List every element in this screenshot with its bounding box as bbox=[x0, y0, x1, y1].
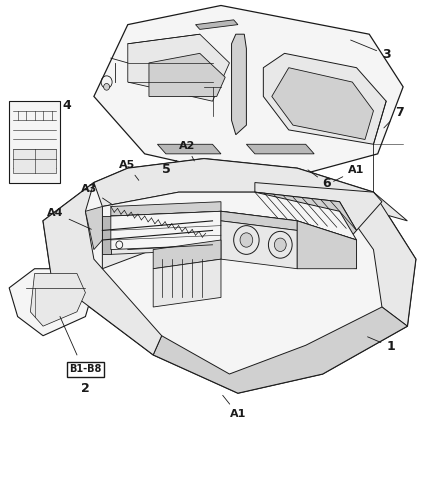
Polygon shape bbox=[43, 158, 416, 393]
Polygon shape bbox=[30, 274, 85, 326]
Text: 3: 3 bbox=[351, 40, 391, 61]
Polygon shape bbox=[111, 202, 221, 216]
Polygon shape bbox=[153, 307, 407, 393]
Text: A3: A3 bbox=[81, 184, 113, 205]
Polygon shape bbox=[196, 20, 238, 29]
Polygon shape bbox=[14, 149, 56, 173]
Polygon shape bbox=[94, 5, 403, 182]
Polygon shape bbox=[111, 211, 221, 250]
Circle shape bbox=[234, 226, 259, 254]
Polygon shape bbox=[111, 211, 221, 254]
Circle shape bbox=[269, 231, 292, 258]
Polygon shape bbox=[246, 144, 314, 154]
Text: 4: 4 bbox=[62, 99, 71, 112]
Text: 2: 2 bbox=[81, 382, 90, 395]
Polygon shape bbox=[128, 34, 230, 101]
Polygon shape bbox=[232, 34, 246, 135]
Polygon shape bbox=[297, 221, 357, 269]
Text: A1: A1 bbox=[334, 165, 364, 181]
Polygon shape bbox=[221, 211, 297, 230]
Text: A4: A4 bbox=[47, 208, 91, 229]
Circle shape bbox=[104, 84, 110, 90]
Polygon shape bbox=[153, 259, 221, 307]
Circle shape bbox=[275, 238, 286, 252]
Polygon shape bbox=[9, 101, 60, 182]
Polygon shape bbox=[221, 221, 297, 269]
Polygon shape bbox=[340, 192, 416, 326]
Polygon shape bbox=[272, 68, 374, 140]
Polygon shape bbox=[153, 240, 221, 269]
Polygon shape bbox=[102, 211, 357, 269]
Polygon shape bbox=[102, 192, 357, 240]
Text: 7: 7 bbox=[384, 106, 403, 128]
Polygon shape bbox=[264, 53, 386, 144]
Text: 5: 5 bbox=[162, 160, 176, 176]
Polygon shape bbox=[255, 182, 382, 230]
Polygon shape bbox=[85, 206, 102, 250]
Text: A5: A5 bbox=[119, 160, 139, 180]
Polygon shape bbox=[157, 144, 221, 154]
Polygon shape bbox=[94, 158, 407, 221]
Polygon shape bbox=[149, 53, 225, 96]
Text: A2: A2 bbox=[178, 141, 195, 161]
Text: A1: A1 bbox=[223, 396, 246, 419]
Text: B1-B8: B1-B8 bbox=[69, 364, 102, 374]
Text: 1: 1 bbox=[368, 337, 395, 353]
Circle shape bbox=[240, 233, 253, 247]
Text: 6: 6 bbox=[308, 170, 331, 191]
Polygon shape bbox=[9, 269, 94, 336]
Polygon shape bbox=[255, 192, 357, 250]
Polygon shape bbox=[102, 216, 111, 254]
Polygon shape bbox=[43, 182, 162, 355]
